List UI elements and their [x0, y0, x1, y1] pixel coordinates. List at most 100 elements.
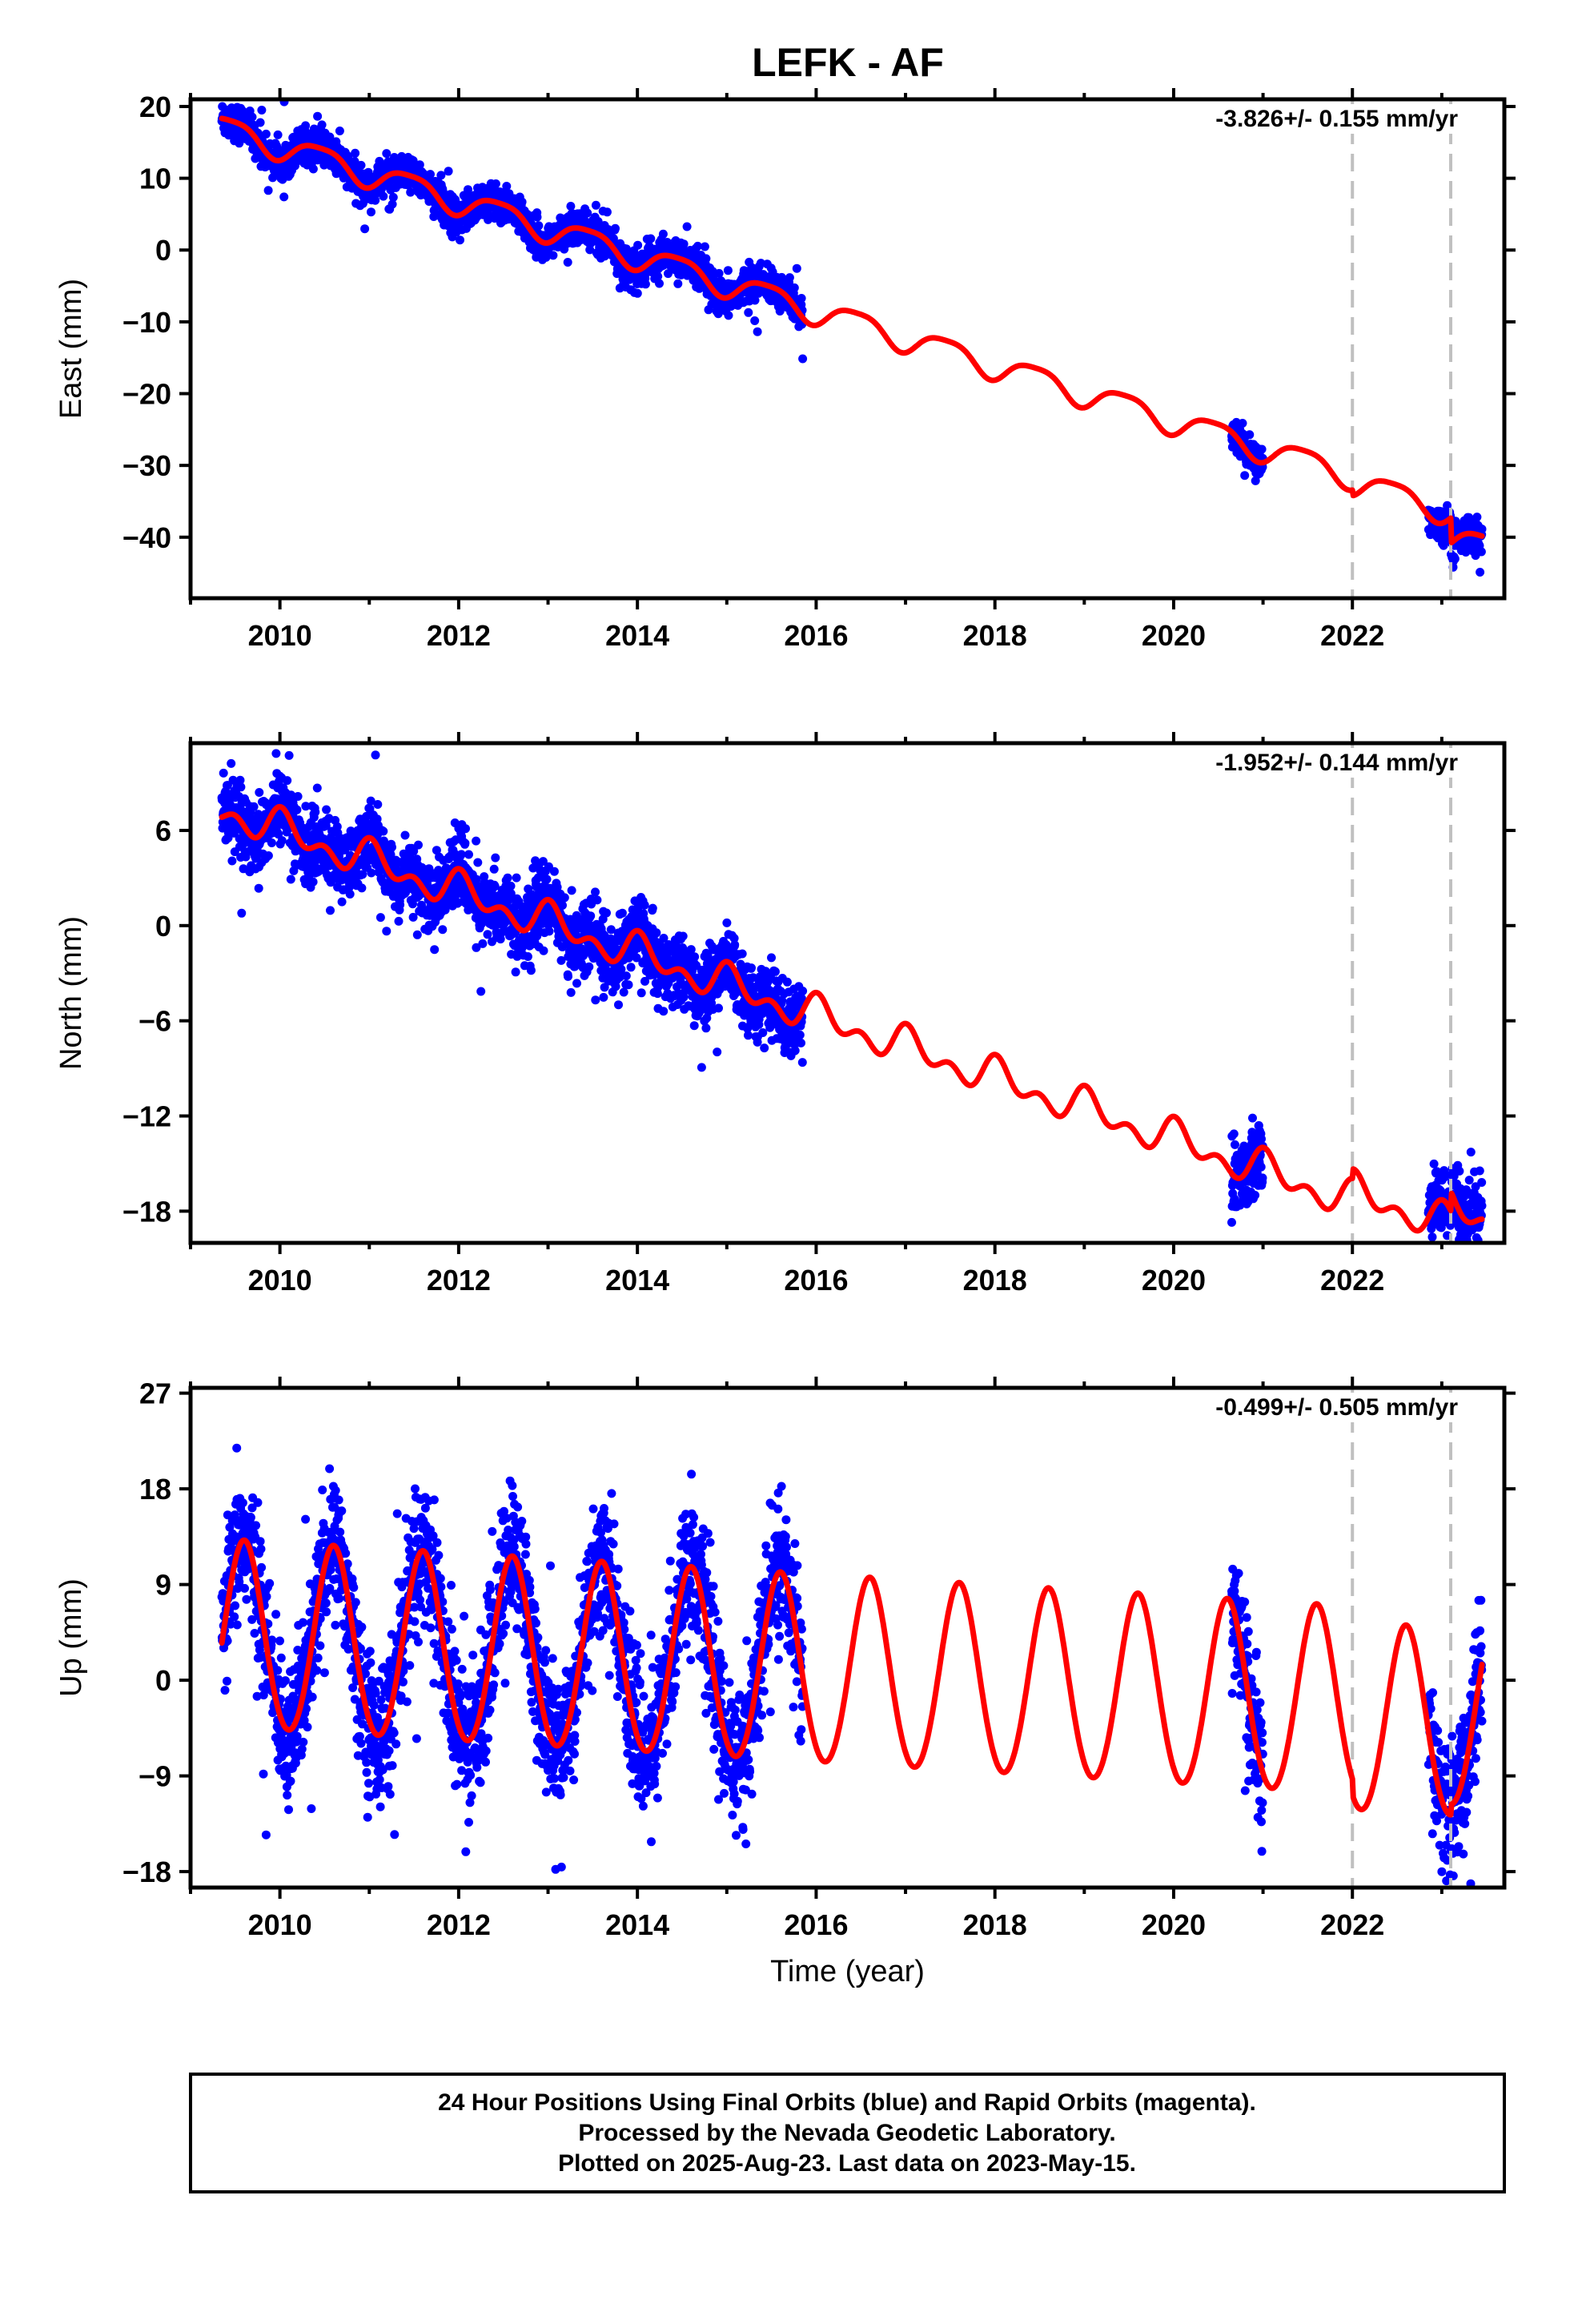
data-point — [549, 866, 559, 876]
data-point — [517, 197, 527, 207]
data-point — [317, 120, 327, 130]
data-point — [283, 776, 292, 786]
data-point — [277, 836, 287, 846]
data-point — [653, 271, 663, 281]
data-point — [534, 221, 544, 231]
data-point — [426, 170, 435, 179]
data-point — [584, 962, 594, 971]
data-point — [367, 207, 375, 217]
data-point — [1477, 525, 1487, 534]
data-point — [664, 269, 673, 279]
data-point — [483, 930, 492, 939]
data-point — [566, 987, 576, 997]
data-point — [322, 805, 331, 814]
data-point — [311, 807, 320, 817]
y-tick-label: −10 — [122, 306, 171, 339]
data-point — [375, 913, 385, 923]
data-point — [693, 241, 702, 251]
data-point — [560, 893, 569, 903]
data-point — [626, 963, 636, 972]
x-tick-label: 2010 — [248, 619, 312, 652]
data-point — [254, 883, 263, 893]
data-point — [350, 157, 359, 166]
data-point — [724, 311, 733, 320]
data-point — [564, 971, 572, 981]
data-point — [722, 918, 732, 927]
data-point — [679, 239, 689, 249]
data-point — [678, 931, 688, 941]
data-point — [673, 279, 683, 288]
data-point — [394, 916, 404, 926]
data-point — [438, 925, 448, 935]
data-point — [646, 234, 656, 243]
data-point — [241, 852, 251, 862]
data-point — [236, 782, 246, 792]
data-point — [271, 749, 281, 758]
data-point — [723, 266, 733, 275]
data-point — [713, 309, 723, 319]
data-point — [1472, 513, 1482, 522]
data-point — [456, 235, 464, 245]
data-point — [572, 979, 581, 988]
data-point — [436, 171, 446, 180]
data-point — [701, 254, 711, 263]
data-point — [558, 901, 567, 910]
data-point — [792, 263, 801, 273]
data-point — [249, 802, 259, 811]
data-point — [542, 875, 552, 884]
data-point — [396, 900, 405, 910]
data-point — [617, 908, 627, 918]
data-point — [697, 1063, 706, 1072]
data-point — [414, 840, 423, 850]
data-point — [257, 106, 267, 115]
data-point — [388, 192, 398, 202]
y-tick-label: −30 — [122, 449, 171, 482]
data-point — [235, 775, 245, 785]
data-point — [357, 883, 367, 893]
data-point — [489, 864, 499, 874]
data-point — [583, 208, 592, 218]
data-point — [237, 908, 247, 918]
x-tick-label: 2012 — [427, 619, 491, 652]
data-point — [375, 156, 384, 166]
data-point — [387, 842, 396, 852]
data-point — [544, 927, 554, 936]
data-point — [747, 963, 756, 973]
data-point — [312, 783, 322, 793]
data-point — [268, 173, 278, 183]
data-point — [1257, 444, 1267, 454]
data-point — [267, 838, 276, 847]
data-point — [591, 887, 600, 897]
data-point — [523, 952, 532, 961]
data-point — [737, 949, 747, 959]
data-point — [382, 149, 391, 159]
data-point — [566, 202, 576, 211]
data-point — [608, 234, 618, 243]
data-point — [473, 858, 483, 867]
data-point — [263, 186, 273, 195]
data-point — [690, 952, 700, 962]
data-point — [293, 792, 303, 801]
data-point — [640, 900, 649, 910]
data-point — [744, 308, 753, 317]
data-point — [713, 1047, 722, 1057]
data-point — [624, 980, 633, 990]
data-point — [345, 890, 355, 899]
x-tick-label: 2014 — [605, 619, 669, 652]
data-point — [750, 316, 760, 325]
data-point — [798, 354, 808, 364]
data-point — [478, 939, 488, 948]
data-point — [356, 160, 366, 170]
north-panel: 2010 2012 2014 2016 2018 2020 202260−6−12−18No… — [54, 732, 1516, 1297]
data-point — [379, 191, 388, 201]
data-point — [415, 160, 424, 170]
data-point — [335, 127, 344, 135]
data-point — [512, 873, 521, 883]
y-axis-label: East (mm) — [54, 279, 88, 419]
data-point — [464, 185, 472, 195]
x-axis: 2010 2012 2014 2016 2018 2020 2022 — [189, 88, 1443, 652]
data-point — [753, 327, 762, 336]
y-tick-label: 0 — [155, 234, 171, 267]
data-point — [1240, 471, 1250, 480]
